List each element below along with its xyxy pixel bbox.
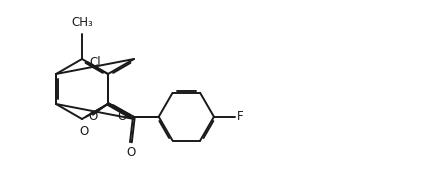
Text: CH₃: CH₃ [71, 16, 93, 30]
Text: O: O [89, 110, 98, 123]
Text: Cl: Cl [89, 56, 101, 69]
Text: F: F [237, 110, 243, 123]
Text: O: O [80, 125, 89, 138]
Text: O: O [126, 146, 135, 159]
Text: O: O [118, 110, 127, 123]
